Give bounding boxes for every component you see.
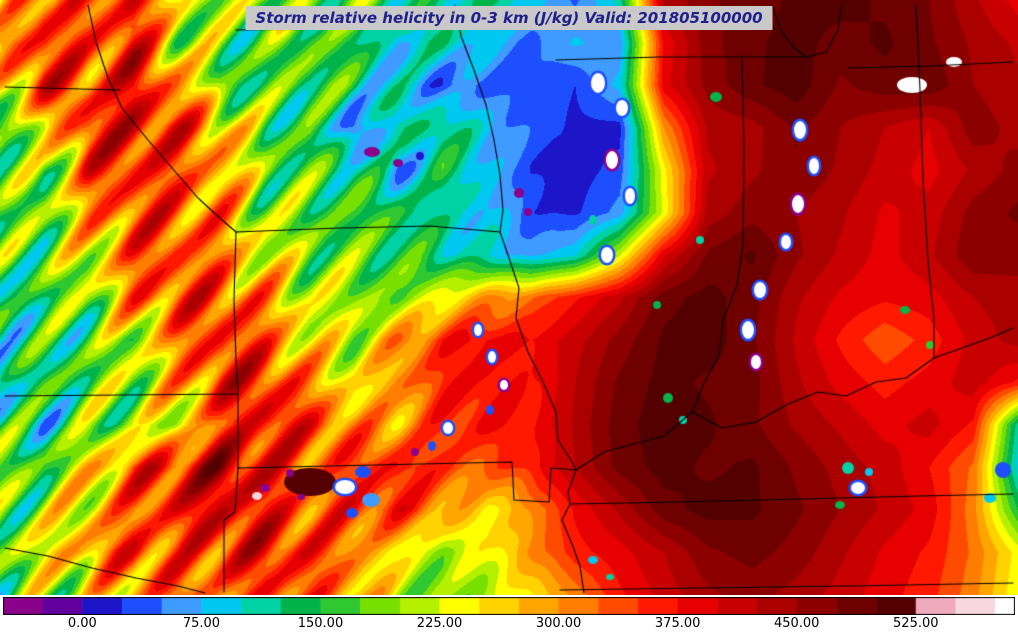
colorbar-tick-label: 225.00 (416, 616, 463, 631)
colorbar (3, 597, 1015, 615)
colorbar-tick-label: 0.00 (67, 616, 97, 631)
map-title-text: Storm relative helicity in 0-3 km (J/kg)… (255, 9, 763, 27)
helicity-field-map (0, 0, 1018, 595)
colorbar-tick-label: 450.00 (773, 616, 820, 631)
map-title: Storm relative helicity in 0-3 km (J/kg)… (245, 6, 773, 30)
colorbar-tick-label: 525.00 (893, 616, 939, 631)
colorbar-tick-label: 150.00 (297, 616, 344, 631)
colorbar-tick-label: 375.00 (654, 616, 701, 631)
colorbar-tick-label: 75.00 (182, 616, 221, 631)
colorbar-tick-label: 300.00 (535, 616, 582, 631)
colorbar-tick-labels: 0.00 75.00 150.00 225.00 300.00 375.00 450.00 5… (3, 616, 1015, 633)
